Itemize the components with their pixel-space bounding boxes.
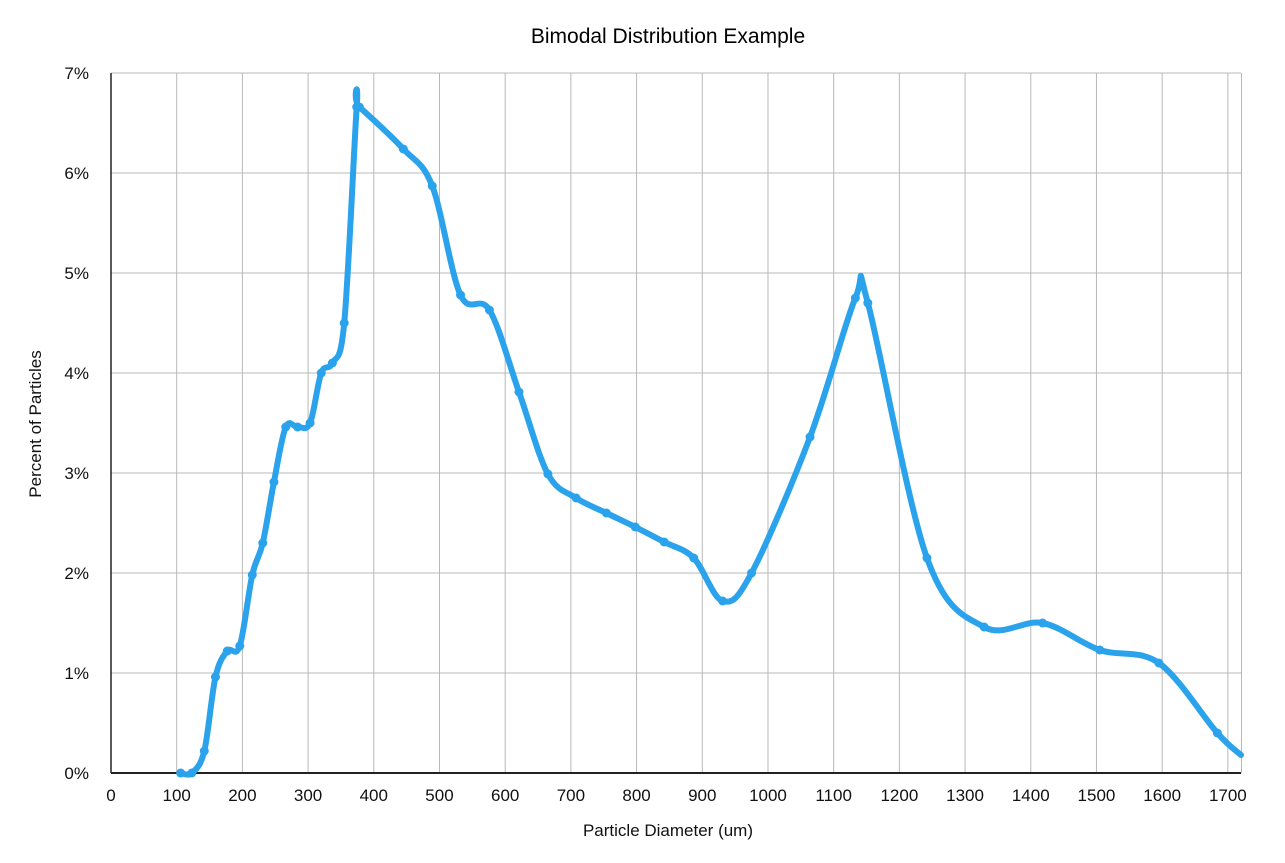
data-point (514, 387, 524, 397)
y-tick-label: 5% (64, 264, 89, 283)
x-tick-label: 0 (106, 786, 115, 805)
y-tick-label: 0% (64, 764, 89, 783)
data-point (805, 432, 815, 442)
data-point (247, 570, 257, 580)
data-point (979, 622, 989, 632)
x-tick-label: 200 (228, 786, 256, 805)
y-axis-label: Percent of Particles (26, 350, 45, 497)
y-tick-label: 1% (64, 664, 89, 683)
series-line (177, 86, 1244, 778)
y-tick-label: 2% (64, 564, 89, 583)
data-point (543, 469, 553, 479)
data-point (258, 538, 268, 548)
data-point (327, 358, 337, 368)
grid-lines (111, 72, 1242, 773)
x-tick-label: 900 (688, 786, 716, 805)
data-point (269, 477, 279, 487)
data-point (630, 522, 640, 532)
x-tick-label: 600 (491, 786, 519, 805)
data-point (571, 493, 581, 503)
data-point (293, 422, 303, 432)
x-tick-label: 1100 (815, 786, 852, 805)
x-tick-label: 100 (163, 786, 191, 805)
y-tick-label: 6% (64, 164, 89, 183)
data-point (427, 181, 437, 191)
x-tick-label: 1500 (1078, 786, 1116, 805)
data-point (235, 641, 245, 651)
data-point (316, 368, 326, 378)
data-point (398, 144, 408, 154)
data-point (199, 746, 209, 756)
data-point (222, 646, 232, 656)
x-tick-label: 1300 (946, 786, 984, 805)
data-point (922, 553, 932, 563)
data-point (354, 102, 364, 112)
x-tick-labels: 0 100 200 300 400 500 600 700 800 900 1000 1100 1200… (106, 786, 1247, 805)
data-point (1095, 645, 1105, 655)
y-tick-label: 7% (64, 64, 89, 83)
data-point (281, 422, 291, 432)
data-point (339, 318, 349, 328)
data-point (1038, 618, 1048, 628)
y-tick-labels: 0% 1% 2% 3% 4% 5% 6% 7% (64, 64, 89, 783)
data-point (659, 537, 669, 547)
data-point (863, 298, 873, 308)
x-tick-label: 1700 (1209, 786, 1247, 805)
x-tick-label: 400 (360, 786, 388, 805)
data-point (1154, 658, 1164, 668)
x-tick-label: 300 (294, 786, 322, 805)
x-tick-label: 1000 (749, 786, 787, 805)
data-point (689, 553, 699, 563)
data-point (1212, 728, 1222, 738)
data-point (601, 508, 611, 518)
y-tick-label: 4% (64, 364, 89, 383)
axes (110, 73, 1241, 774)
x-tick-label: 700 (557, 786, 585, 805)
data-point (456, 290, 466, 300)
data-point (210, 672, 220, 682)
data-point (718, 596, 728, 606)
data-point (176, 768, 186, 778)
x-tick-label: 500 (425, 786, 453, 805)
x-tick-label: 1200 (880, 786, 918, 805)
x-tick-label: 800 (622, 786, 650, 805)
x-tick-label: 1400 (1012, 786, 1050, 805)
data-point (187, 768, 197, 778)
data-point (850, 293, 860, 303)
data-point (305, 418, 315, 428)
x-axis-label: Particle Diameter (um) (583, 821, 753, 840)
chart-title: Bimodal Distribution Example (531, 25, 805, 48)
data-points (176, 102, 1222, 778)
data-point (747, 568, 757, 578)
data-point (484, 305, 494, 315)
y-tick-label: 3% (64, 464, 89, 483)
x-tick-label: 1600 (1143, 786, 1181, 805)
